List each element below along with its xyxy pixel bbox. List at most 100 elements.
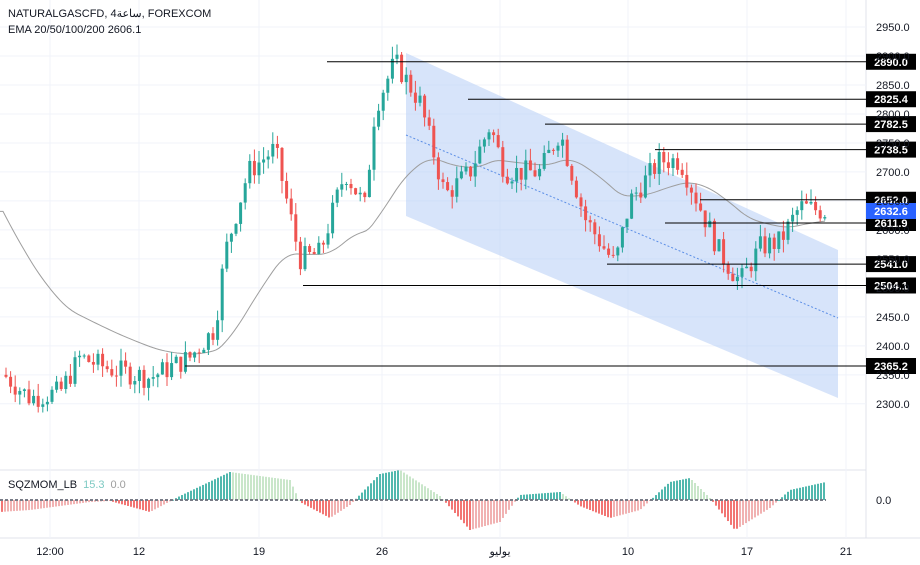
momentum-bar (448, 500, 450, 507)
momentum-bar (67, 500, 69, 505)
momentum-bar (406, 474, 408, 500)
candle-body (188, 352, 192, 358)
current-price-label: 2632.6 (874, 206, 908, 218)
momentum-bar (721, 500, 723, 514)
candle-body (722, 239, 726, 265)
momentum-bar (748, 500, 750, 522)
momentum-bar (715, 500, 717, 506)
candle-body (303, 246, 307, 270)
momentum-bar (337, 500, 339, 513)
momentum-bar (643, 500, 645, 507)
momentum-bar (577, 500, 579, 505)
candle-body (469, 166, 473, 177)
candle-body (133, 381, 137, 385)
candle-body (248, 160, 252, 184)
momentum-bar (136, 500, 138, 509)
momentum-bar (388, 472, 390, 500)
level-price-tag (866, 53, 916, 70)
momentum-bar (37, 500, 39, 509)
momentum-bar (553, 492, 555, 500)
momentum-bar (778, 499, 780, 501)
momentum-bar (751, 500, 753, 520)
momentum-bar (703, 492, 705, 500)
candle-body (749, 266, 753, 272)
candle-body (579, 197, 583, 207)
momentum-bar (394, 471, 396, 500)
momentum-bar (490, 500, 492, 525)
momentum-bar (466, 500, 468, 527)
candle-body (620, 227, 624, 248)
momentum-bar (772, 500, 774, 506)
momentum-bar (148, 500, 150, 512)
momentum-bar (403, 472, 405, 500)
momentum-bar (127, 500, 129, 506)
axes: 2300.0 2350.0 2400.0 2450.0 2500.0 2550.0 2600… (36, 22, 909, 558)
candle-body (694, 192, 698, 204)
candle-body (602, 246, 606, 249)
momentum-bar (487, 500, 489, 526)
price-tick-label: 2950.0 (876, 22, 910, 34)
level-price-label: 2504.1 (874, 280, 908, 292)
candle-body (193, 352, 197, 358)
candle-body (165, 362, 169, 378)
momentum-bar (187, 492, 189, 500)
candle-body (519, 167, 523, 180)
momentum-bar (223, 474, 225, 500)
momentum-bar (316, 500, 318, 512)
indicator-value-2: 0.0 (110, 479, 126, 491)
momentum-bar (724, 500, 726, 518)
momentum-bar (358, 495, 360, 500)
momentum-bar (568, 498, 570, 500)
momentum-bar (118, 500, 120, 504)
momentum-bar (130, 500, 132, 507)
candle-body (413, 92, 417, 103)
candle-body (786, 221, 790, 240)
squeeze-momentum-histogram (0, 470, 826, 530)
momentum-bar (22, 500, 24, 511)
candle-body (220, 268, 224, 321)
time-tick-label: 12:00 (36, 546, 64, 558)
candle-body (708, 220, 712, 228)
momentum-bar (370, 483, 372, 500)
momentum-bar (415, 480, 417, 500)
momentum-bar (301, 500, 303, 504)
momentum-bar (16, 500, 18, 511)
momentum-bar (475, 500, 477, 529)
candle-body (197, 352, 201, 354)
candle-body (372, 126, 376, 170)
price-tick-label: 2800.0 (876, 109, 910, 121)
candles (4, 44, 827, 413)
candle-body (367, 169, 371, 198)
price-tick-label: 2650.0 (876, 196, 910, 208)
candle-body (170, 363, 174, 378)
momentum-bar (292, 486, 294, 500)
momentum-bar (82, 500, 84, 503)
momentum-bar (256, 475, 258, 500)
price-tick-label: 2300.0 (876, 399, 910, 411)
momentum-bar (616, 500, 618, 517)
candle-body (124, 360, 128, 367)
momentum-bar (823, 482, 825, 500)
momentum-bar (637, 500, 639, 511)
time-tick-label: 26 (376, 546, 388, 558)
momentum-bar (613, 500, 615, 517)
momentum-bar (286, 479, 288, 500)
momentum-bar (133, 500, 135, 508)
candle-body (174, 356, 178, 364)
momentum-bar (253, 475, 255, 500)
momentum-bar (40, 500, 42, 509)
momentum-bar (601, 500, 603, 515)
momentum-bar (211, 480, 213, 500)
candle-body (804, 201, 808, 204)
candle-body (662, 151, 666, 163)
candle-body (409, 74, 413, 93)
candle-body (482, 139, 486, 147)
momentum-bar (499, 500, 501, 522)
momentum-bar (154, 500, 156, 510)
momentum-bar (691, 480, 693, 500)
candle-body (768, 237, 772, 254)
momentum-bar (427, 488, 429, 500)
momentum-bar (559, 492, 561, 500)
candle-body (147, 378, 151, 388)
